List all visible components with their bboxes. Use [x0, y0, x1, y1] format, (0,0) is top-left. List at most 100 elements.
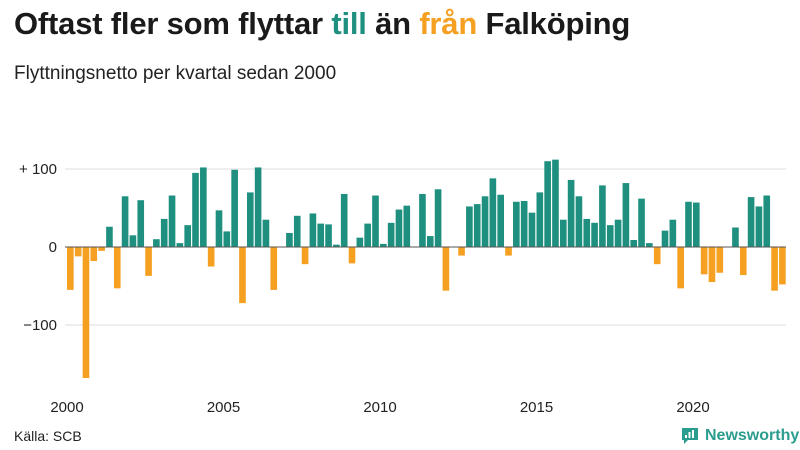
bar-2019-Q3	[677, 247, 684, 289]
bar-2013-Q2	[481, 196, 489, 247]
bar-2001-Q3	[113, 247, 121, 289]
bar-2013-Q4	[497, 194, 505, 247]
bar-2005-Q4	[246, 192, 254, 247]
bar-2019-Q2	[669, 219, 677, 247]
bar-2009-Q2	[356, 237, 364, 247]
bar-2020-Q1	[693, 202, 700, 247]
bar-2007-Q1	[286, 232, 293, 247]
bar-2014-Q4	[528, 212, 536, 247]
chart-title: Oftast fler som flyttar till än från Fal…	[14, 6, 630, 42]
bar-2022-Q4	[779, 247, 786, 285]
bar-chart: + 100 0 −100 2000 2005 2010 2015 2020	[19, 159, 786, 416]
bar-2014-Q2	[513, 201, 520, 247]
bar-2020-Q3	[708, 247, 716, 283]
x-tick-label-2020: 2020	[676, 399, 709, 416]
bar-2015-Q3	[552, 159, 559, 247]
x-tick-label-2010: 2010	[363, 399, 396, 416]
x-axis-labels: 2000 2005 2010 2015 2020	[50, 399, 709, 416]
bar-2000-Q1	[67, 247, 74, 290]
bar-2012-Q1	[442, 247, 450, 291]
bar-2008-Q3	[333, 244, 340, 247]
bar-2021-Q3	[739, 247, 747, 276]
bar-2019-Q1	[661, 230, 669, 247]
bar-2000-Q4	[90, 247, 98, 262]
bar-2007-Q3	[301, 247, 309, 265]
bar-2003-Q2	[168, 195, 176, 247]
bar-2008-Q2	[325, 224, 332, 247]
bar-2021-Q2	[732, 227, 739, 247]
grid-lines	[65, 168, 786, 326]
bar-2002-Q1	[129, 235, 137, 247]
bar-2002-Q3	[145, 247, 152, 276]
bar-2016-Q3	[583, 218, 591, 247]
bar-2005-Q3	[239, 247, 246, 304]
bar-2009-Q4	[372, 195, 379, 247]
bar-2011-Q4	[434, 189, 442, 247]
bar-2018-Q2	[638, 198, 645, 247]
bar-2013-Q3	[489, 178, 497, 247]
bar-2015-Q2	[544, 161, 551, 247]
bar-2010-Q2	[387, 222, 395, 247]
bar-2020-Q4	[716, 247, 724, 273]
bar-2004-Q3	[207, 247, 215, 267]
bar-2009-Q3	[364, 223, 371, 247]
bar-2020-Q2	[700, 247, 708, 275]
bar-2012-Q3	[458, 247, 465, 256]
bar-2009-Q1	[348, 247, 356, 264]
bar-2016-Q1	[567, 179, 575, 247]
bar-2013-Q1	[473, 204, 481, 247]
title-part-3: Falköping	[477, 6, 631, 41]
bar-2017-Q1	[599, 185, 606, 247]
bar-2006-Q2	[262, 219, 270, 247]
newsworthy-logo-icon	[682, 428, 698, 444]
title-part-1: Oftast fler som flyttar	[14, 6, 332, 41]
bar-2003-Q1	[160, 218, 168, 247]
bar-2004-Q4	[215, 210, 223, 247]
bar-2012-Q4	[466, 206, 473, 247]
bar-2002-Q2	[137, 200, 145, 247]
x-tick-label-2015: 2015	[520, 399, 553, 416]
bar-2005-Q1	[223, 231, 231, 247]
bar-2010-Q1	[380, 243, 387, 247]
bar-2016-Q4	[591, 222, 598, 247]
bar-2022-Q1	[755, 206, 763, 247]
bar-2007-Q4	[309, 213, 317, 247]
bar-2018-Q4	[653, 247, 661, 265]
bar-2010-Q3	[395, 209, 403, 247]
bar-2006-Q3	[270, 247, 278, 290]
source-note: Källa: SCB	[14, 428, 82, 444]
title-part-2: än	[366, 6, 420, 41]
x-tick-label-2005: 2005	[207, 399, 240, 416]
bar-2005-Q2	[231, 169, 238, 247]
y-tick-label: 0	[49, 239, 57, 256]
bar-2001-Q2	[106, 226, 113, 247]
title-highlight-positive: till	[331, 6, 367, 41]
bar-2011-Q3	[426, 236, 434, 247]
bar-2015-Q1	[536, 192, 544, 247]
bar-2011-Q2	[419, 193, 426, 247]
bar-2021-Q4	[747, 197, 755, 247]
bar-2014-Q1	[505, 247, 512, 256]
bar-2018-Q3	[646, 243, 653, 247]
bar-2017-Q4	[622, 183, 630, 247]
bar-2006-Q1	[254, 167, 262, 247]
bar-2017-Q2	[606, 225, 614, 247]
brand-logo: Newsworthy	[680, 426, 799, 446]
bar-2018-Q1	[630, 239, 638, 247]
bar-2003-Q4	[184, 225, 192, 247]
y-axis-labels: + 100 0 −100	[19, 161, 57, 334]
bar-2017-Q3	[614, 219, 622, 247]
x-tick-label-2000: 2000	[50, 399, 83, 416]
bar-2003-Q3	[176, 243, 184, 247]
bar-2016-Q2	[575, 196, 583, 247]
brand-name: Newsworthy	[705, 427, 800, 444]
chart-subtitle: Flyttningsnetto per kvartal sedan 2000	[14, 63, 337, 84]
title-highlight-negative: från	[419, 6, 478, 41]
y-tick-label: + 100	[19, 161, 57, 178]
bar-2004-Q1	[192, 172, 199, 247]
bar-2014-Q3	[520, 200, 528, 247]
bar-2019-Q4	[685, 201, 692, 247]
bar-2008-Q1	[317, 223, 325, 247]
bar-2010-Q4	[403, 205, 411, 247]
bar-2000-Q2	[74, 247, 82, 257]
